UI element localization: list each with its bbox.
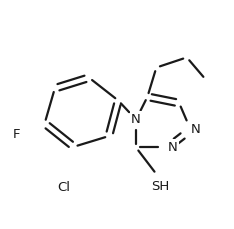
Text: Cl: Cl bbox=[57, 181, 70, 194]
Text: N: N bbox=[191, 123, 200, 136]
Text: F: F bbox=[13, 128, 20, 141]
Text: N: N bbox=[168, 141, 178, 154]
Text: N: N bbox=[131, 113, 141, 126]
Text: SH: SH bbox=[152, 180, 170, 193]
